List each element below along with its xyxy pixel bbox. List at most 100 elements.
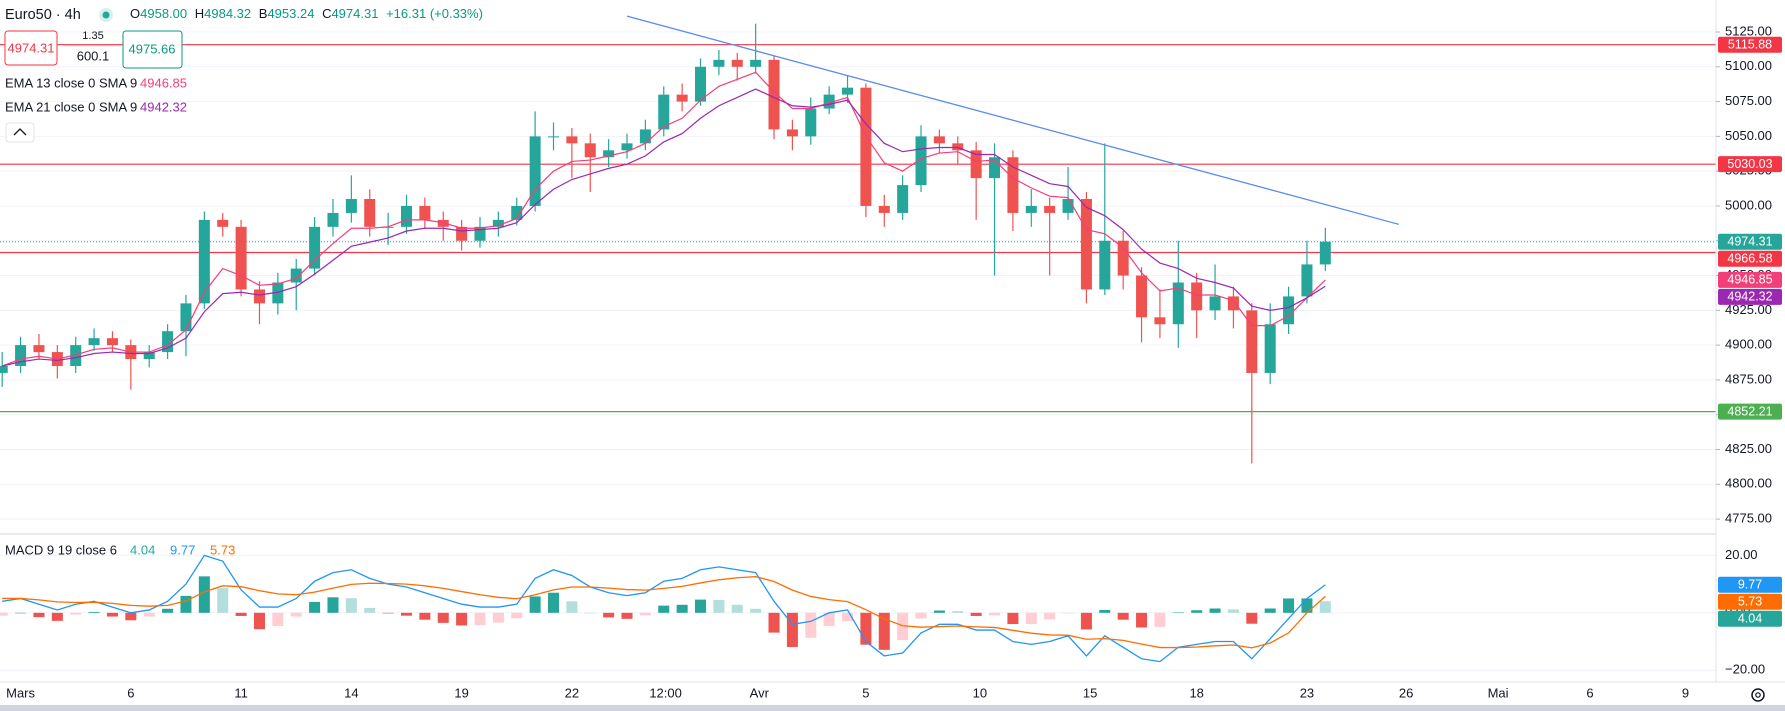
macd-hist-bar (878, 612, 890, 650)
macd-hist-bar (437, 612, 449, 623)
macd-signal-value: 5.73 (210, 542, 235, 557)
y-tick-label: 4925.00 (1725, 302, 1772, 317)
macd-hist-bar (253, 612, 265, 630)
macd-hist-bar (952, 611, 964, 613)
macd-hist-value: 4.04 (130, 542, 155, 557)
macd-hist-bar (88, 611, 100, 613)
macd-value: 9.77 (170, 542, 195, 557)
indicator-value: 4946.85 (140, 75, 187, 90)
candle-body (952, 143, 964, 151)
price-label-bg (1718, 288, 1782, 305)
macd-hist-bar (676, 604, 688, 613)
x-tick-label: 5 (862, 685, 869, 700)
macd-hist-bar (970, 612, 982, 616)
candle-body (805, 108, 817, 137)
price-label-bg (1718, 250, 1782, 267)
macd-hist-bar (125, 612, 137, 621)
y-tick-label: 4800.00 (1725, 476, 1772, 491)
x-tick-label: 6 (127, 685, 134, 700)
candle-body (198, 219, 210, 304)
candle-body (676, 94, 688, 102)
candle-body (272, 282, 284, 304)
macd-hist-bar (1283, 598, 1295, 613)
x-tick-label: 14 (344, 685, 358, 700)
price-label-bg (1718, 576, 1782, 593)
candle-body (437, 219, 449, 227)
price-label-bg (1718, 593, 1782, 610)
candle-body (695, 66, 707, 102)
x-tick-label: 11 (234, 685, 248, 700)
candle-body (456, 226, 468, 241)
macd-hist-bar (511, 612, 523, 619)
x-tick-label: 26 (1399, 685, 1413, 700)
candle-body (658, 94, 670, 130)
volume-input[interactable]: 600.1 (77, 48, 110, 63)
candle-body (15, 345, 27, 367)
price-label: 5115.88 (1728, 37, 1772, 51)
macd-hist-bar (1099, 609, 1111, 613)
x-tick-label: 23 (1300, 685, 1314, 700)
buy-button[interactable] (122, 30, 183, 69)
macd-hist-bar (1191, 610, 1203, 613)
macd-line (2, 554, 1326, 663)
x-tick-label: 6 (1586, 685, 1593, 700)
ohlc-value: 4974.31 (331, 6, 378, 21)
macd-hist-bar (933, 610, 945, 613)
macd-hist-bar (51, 612, 63, 621)
price-label-bg (1718, 610, 1782, 627)
ohlc-label: H (195, 6, 204, 21)
macd-hist-bar (584, 612, 596, 614)
indicator-name[interactable]: EMA 13 close 0 SMA 9 (5, 75, 137, 90)
macd-hist-bar (272, 612, 284, 627)
ohlc-value: 4953.24 (267, 6, 314, 21)
candle-body (162, 331, 174, 353)
buy-price[interactable]: 4975.66 (129, 41, 176, 56)
candle-body (474, 226, 486, 241)
macd-hist-bar (15, 612, 27, 614)
x-tick-label: Mai (1488, 685, 1509, 700)
macd-hist-bar (400, 612, 413, 616)
ema-line (2, 88, 1326, 367)
candle-body (621, 143, 633, 151)
candle-body (33, 345, 45, 353)
collapse-button[interactable] (5, 122, 35, 143)
candle-body (235, 226, 247, 290)
symbol-title[interactable]: Euro50 · 4h (5, 7, 81, 23)
macd-hist-bar (492, 612, 504, 623)
y-tick-label: 4900.00 (1725, 337, 1772, 352)
x-tick-label: 18 (1189, 685, 1203, 700)
price-label: 4.04 (1738, 612, 1762, 626)
macd-hist-bar (1301, 598, 1313, 613)
sell-button[interactable] (4, 30, 58, 66)
y-tick-label: 5050.00 (1725, 128, 1772, 143)
macd-hist-bar (713, 599, 725, 613)
candle-body (1246, 310, 1258, 373)
candle-body (713, 59, 725, 67)
macd-hist-bar (750, 608, 762, 613)
candle-body (1136, 275, 1148, 318)
macd-name[interactable]: MACD 9 19 close 6 (5, 542, 117, 557)
price-label: 5030.03 (1727, 157, 1772, 171)
settings-icon[interactable] (1751, 688, 1765, 702)
macd-hist-bar (33, 612, 45, 618)
indicator-name[interactable]: EMA 21 close 0 SMA 9 (5, 99, 137, 114)
candle-body (180, 303, 192, 332)
settings-gear[interactable] (1751, 688, 1765, 702)
macd-hist-bar (566, 601, 578, 613)
candle-body (750, 59, 762, 67)
macd-hist-bar (456, 612, 468, 626)
candle-body (897, 185, 909, 213)
sell-price[interactable]: 4974.31 (8, 40, 55, 55)
price-label-bg (1718, 403, 1782, 420)
macd-hist-bar (143, 612, 155, 617)
x-tick-label: 9 (1682, 685, 1689, 700)
macd-hist-bar (989, 612, 1001, 616)
candle-body (1099, 240, 1111, 290)
macd-hist-bar (1264, 608, 1276, 613)
price-label-bg (1718, 271, 1782, 288)
candle-body (70, 345, 82, 367)
candle-body (1301, 264, 1313, 297)
x-tick-label: 15 (1083, 685, 1097, 700)
macd-hist-bar (621, 612, 633, 619)
y-tick-label: 4825.00 (1725, 441, 1772, 456)
